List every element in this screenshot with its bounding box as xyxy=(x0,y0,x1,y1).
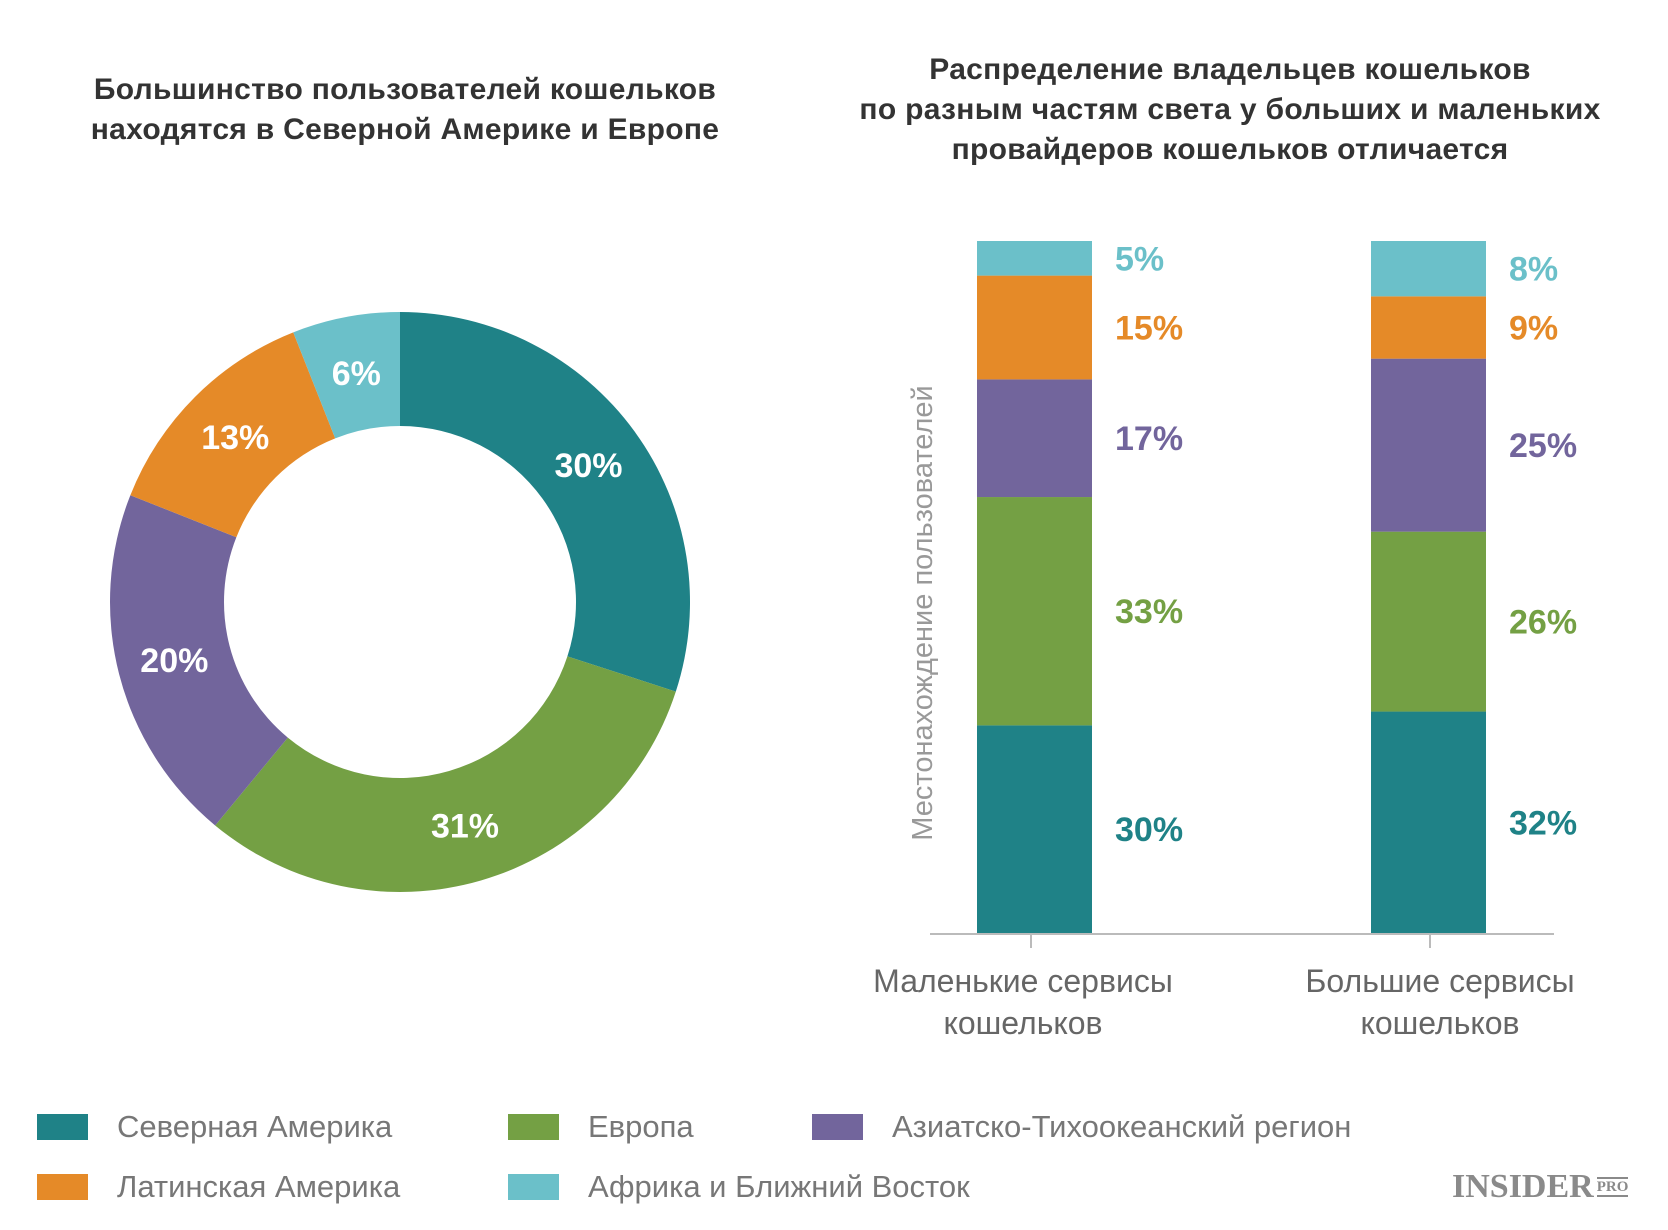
bar-segment-apac xyxy=(977,379,1092,498)
x-category-label: Большие сервисы xyxy=(1305,963,1574,999)
bar-segment-latam xyxy=(977,275,1092,380)
legend-item-europe: Европа xyxy=(508,1107,694,1147)
insider-pro-logo: INSIDER PRO xyxy=(1452,1168,1629,1206)
x-category-label: кошельков xyxy=(943,1005,1102,1041)
x-category-label: кошельков xyxy=(1360,1005,1519,1041)
legend-swatch xyxy=(508,1174,559,1200)
bar-value-label-latam: 15% xyxy=(1115,310,1183,348)
donut-label-latam: 13% xyxy=(201,419,269,457)
legend-swatch xyxy=(812,1114,863,1140)
logo-sub: PRO xyxy=(1596,1177,1629,1197)
donut-title-line-1: Большинство пользователей кошельков xyxy=(93,73,717,106)
bar-value-label-apac: 17% xyxy=(1115,420,1183,458)
donut-slice-apac xyxy=(110,495,288,826)
bar-title-line-1: Распределение владельцев кошельков xyxy=(929,53,1531,86)
bar-value-label-africa_me: 8% xyxy=(1509,251,1558,289)
bar-value-label-europe: 33% xyxy=(1115,593,1183,631)
legend-label: Европа xyxy=(588,1109,694,1144)
bar-value-label-europe: 26% xyxy=(1509,604,1577,642)
y-axis-label: Местонахождение пользователей xyxy=(907,385,939,840)
legend-swatch xyxy=(37,1174,88,1200)
legend-item-apac: Азиатско-Тихоокеанский регион xyxy=(812,1107,1351,1147)
bar-value-label-north_america: 32% xyxy=(1509,804,1577,842)
donut-label-europe: 31% xyxy=(431,808,499,846)
bar-segment-africa_me xyxy=(1371,241,1486,297)
donut-chart-title: Большинство пользователей кошельков нахо… xyxy=(40,70,770,150)
bar-chart-title: Распределение владельцев кошельков по ра… xyxy=(800,50,1660,170)
donut-slice-africa_me xyxy=(293,312,400,439)
bar-segment-africa_me xyxy=(977,241,1092,276)
donut-label-africa_me: 6% xyxy=(332,355,381,393)
bar-value-label-latam: 9% xyxy=(1509,310,1558,348)
donut-label-apac: 20% xyxy=(140,642,208,680)
legend-label: Латинская Америка xyxy=(117,1169,401,1204)
bar-value-label-north_america: 30% xyxy=(1115,811,1183,849)
donut-title-line-2: находятся в Северной Америке и Европе xyxy=(90,113,720,146)
bar-segment-latam xyxy=(1371,296,1486,359)
bar-segment-north_america xyxy=(977,725,1092,933)
bar-value-label-apac: 25% xyxy=(1509,427,1577,465)
logo-main: INSIDER xyxy=(1452,1168,1594,1205)
bar-value-label-africa_me: 5% xyxy=(1115,240,1164,278)
donut-label-north_america: 30% xyxy=(554,447,622,485)
bar-title-line-2: по разным частям света у больших и мален… xyxy=(859,93,1601,126)
legend-label: Африка и Ближний Восток xyxy=(588,1169,970,1204)
bar-title-line-3: провайдеров кошельков отличается xyxy=(951,133,1509,166)
legend-label: Северная Америка xyxy=(117,1109,393,1144)
legend-item-africa-me: Африка и Ближний Восток xyxy=(508,1167,970,1207)
legend-item-north-america: Северная Америка xyxy=(37,1107,392,1147)
x-category-label: Маленькие сервисы xyxy=(873,963,1173,999)
legend-item-latam: Латинская Америка xyxy=(37,1167,400,1207)
bar-segment-north_america xyxy=(1371,711,1486,933)
donut-slice-latam xyxy=(130,332,336,538)
bar-segment-europe xyxy=(1371,531,1486,712)
legend-swatch xyxy=(37,1114,88,1140)
donut-slice-north_america xyxy=(400,312,690,692)
donut-slice-europe xyxy=(215,656,676,892)
bar-segment-apac xyxy=(1371,358,1486,532)
bar-segment-europe xyxy=(977,497,1092,726)
legend-label: Азиатско-Тихоокеанский регион xyxy=(892,1109,1352,1144)
legend-swatch xyxy=(508,1114,559,1140)
